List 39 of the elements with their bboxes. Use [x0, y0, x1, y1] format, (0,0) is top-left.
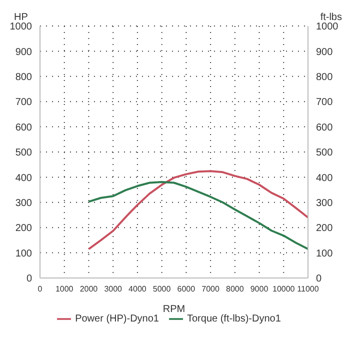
- x-tick-label: 2000: [80, 284, 98, 294]
- y2-tick-label: 100: [316, 248, 334, 260]
- y-tick-label: 700: [15, 97, 32, 108]
- y2-axis-title: ft-lbs: [320, 12, 342, 23]
- y2-tick-label: 200: [316, 223, 334, 234]
- y-axis-title: HP: [14, 12, 28, 23]
- x-tick-label: 8000: [226, 284, 244, 294]
- y-tick-label: 0: [26, 274, 32, 285]
- x-tick-label: 7000: [202, 284, 220, 294]
- y-tick-label: 800: [15, 72, 32, 83]
- legend-label: Torque (ft-lbs)-Dyno1: [187, 314, 281, 325]
- x-tick-label: 10000: [272, 284, 296, 294]
- y2-tick-label: 300: [316, 198, 334, 209]
- x-tick-label: 3000: [104, 284, 123, 294]
- y-tick-label: 500: [15, 148, 32, 159]
- y2-tick-label: 0: [316, 274, 322, 285]
- y-tick-label: 300: [15, 198, 32, 209]
- y-tick-label: 600: [15, 122, 32, 134]
- y2-tick-label: 400: [316, 172, 334, 184]
- x-tick-label: 1000: [55, 284, 74, 294]
- x-tick-label: 11000: [297, 284, 320, 294]
- x-tick-label: 0: [38, 284, 43, 294]
- x-axis-title: RPM: [162, 304, 186, 315]
- x-tick-label: 9000: [250, 284, 269, 294]
- y-tick-label: 100: [15, 248, 32, 260]
- y2-tick-label: 500: [316, 148, 334, 159]
- y-tick-label: 900: [15, 46, 32, 58]
- y2-tick-label: 600: [316, 122, 334, 134]
- y-tick-label: 400: [15, 172, 32, 184]
- x-tick-label: 5000: [152, 284, 172, 294]
- x-tick-label: 6000: [177, 284, 196, 294]
- x-tick-label: 4000: [128, 284, 147, 294]
- y2-tick-label: 800: [316, 72, 334, 83]
- y2-tick-label: 700: [316, 97, 334, 108]
- y2-tick-label: 1000: [316, 22, 339, 33]
- y-tick-label: 1000: [10, 22, 32, 33]
- y-tick-label: 200: [15, 223, 32, 234]
- legend-label: Power (HP)-Dyno1: [75, 314, 159, 325]
- y2-tick-label: 900: [316, 46, 334, 58]
